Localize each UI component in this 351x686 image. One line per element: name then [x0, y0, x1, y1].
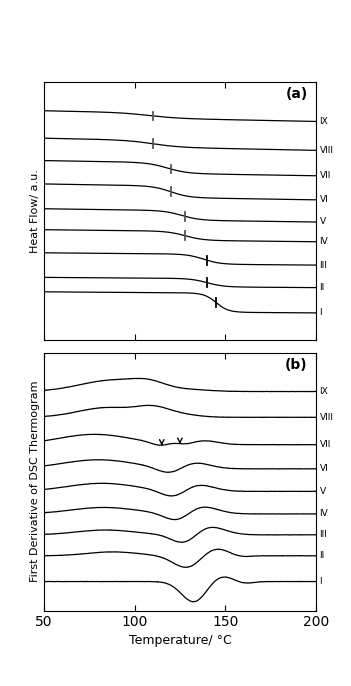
- Text: IV: IV: [319, 237, 328, 246]
- Text: VII: VII: [319, 172, 331, 180]
- Text: V: V: [319, 217, 326, 226]
- Text: V: V: [319, 487, 326, 496]
- Text: IX: IX: [319, 117, 328, 126]
- Text: III: III: [319, 530, 327, 539]
- Text: VIII: VIII: [319, 413, 333, 422]
- Text: VI: VI: [319, 196, 328, 204]
- Text: (b): (b): [285, 358, 308, 372]
- Text: IV: IV: [319, 510, 328, 519]
- Text: I: I: [319, 309, 322, 318]
- Text: III: III: [319, 261, 327, 270]
- Text: IX: IX: [319, 387, 328, 396]
- Text: VII: VII: [319, 440, 331, 449]
- Y-axis label: Heat Flow/ a.u.: Heat Flow/ a.u.: [30, 169, 40, 253]
- Text: (a): (a): [285, 88, 308, 102]
- Text: II: II: [319, 552, 325, 560]
- Y-axis label: First Derivative of DSC Thermogram: First Derivative of DSC Thermogram: [30, 381, 40, 582]
- Text: VIII: VIII: [319, 146, 333, 155]
- Text: I: I: [319, 577, 322, 586]
- Text: VI: VI: [319, 464, 328, 473]
- Text: II: II: [319, 283, 325, 292]
- X-axis label: Temperature/ °C: Temperature/ °C: [128, 634, 231, 647]
